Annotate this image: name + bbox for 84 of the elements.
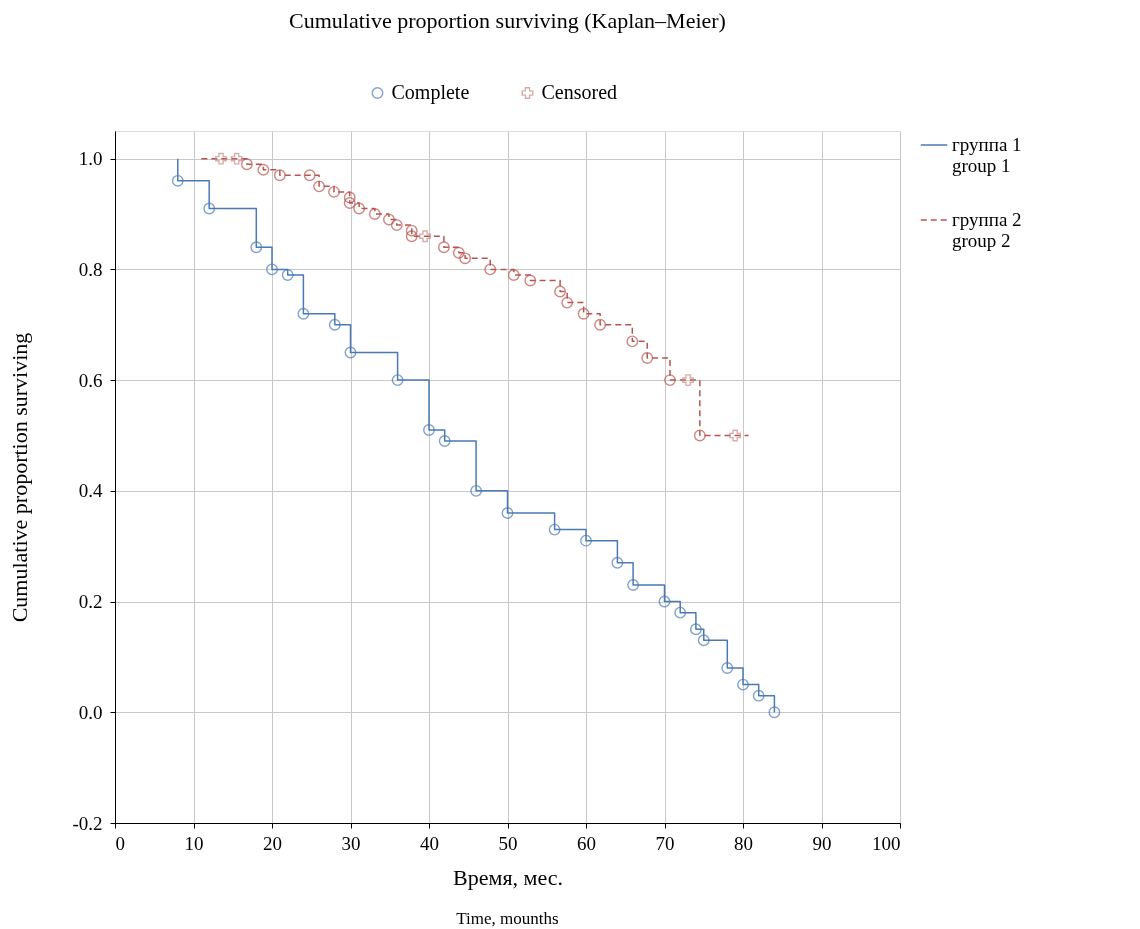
point <box>203 202 216 215</box>
point <box>548 523 561 536</box>
point <box>674 606 687 619</box>
point <box>577 307 590 320</box>
y-tick-label: 1.0 <box>78 148 103 170</box>
x-tick-label: 20 <box>263 832 282 854</box>
point <box>554 285 567 298</box>
point <box>693 429 706 442</box>
point <box>328 185 340 198</box>
point <box>171 174 184 187</box>
point <box>297 307 310 320</box>
point <box>230 152 243 165</box>
point <box>737 678 749 691</box>
text: Time, mounths <box>456 909 559 928</box>
x-tick-label: 50 <box>498 832 518 854</box>
point <box>561 296 574 309</box>
point <box>682 374 694 387</box>
point <box>452 246 465 259</box>
point <box>641 352 654 364</box>
x-tick-label: 10 <box>184 832 204 854</box>
point <box>470 484 483 497</box>
chart-title: Cumulative proportion surviving (Kaplan–Meier) <box>289 8 726 33</box>
x-tick-label: 90 <box>812 832 832 854</box>
point <box>697 634 710 647</box>
point <box>390 219 403 232</box>
point <box>343 191 356 204</box>
x-axis-title: Время, мес. <box>453 864 563 890</box>
point <box>580 534 592 547</box>
point <box>689 623 702 636</box>
y-tick-label: 0.8 <box>78 258 103 280</box>
y-tick-label: -0.2 <box>72 812 103 834</box>
point <box>405 224 418 237</box>
point <box>768 706 781 719</box>
point <box>250 241 263 254</box>
point <box>368 208 381 220</box>
point <box>215 152 227 165</box>
x-tick-label: 0 <box>115 832 125 854</box>
point <box>459 252 472 265</box>
point <box>383 213 395 226</box>
point <box>524 274 537 287</box>
y-tick-label: 0.2 <box>78 591 103 613</box>
x-tick-label: 80 <box>734 832 753 854</box>
point <box>484 263 497 276</box>
point <box>419 230 432 243</box>
x-tick-label: 40 <box>420 832 439 854</box>
point <box>328 318 341 331</box>
y-tick-label: 0.4 <box>78 480 103 502</box>
point <box>240 158 253 171</box>
point <box>729 429 742 442</box>
x-tick-label: 60 <box>577 832 596 854</box>
x-tick-label: 100 <box>872 832 901 854</box>
point <box>391 374 404 387</box>
point <box>437 241 450 254</box>
point <box>273 169 286 182</box>
point <box>343 197 356 209</box>
x-tick-label: 70 <box>655 832 675 854</box>
point <box>313 180 326 193</box>
legend-label: Complete <box>391 81 470 104</box>
point <box>423 424 435 436</box>
point <box>266 263 278 276</box>
x-tick-label: 30 <box>341 832 361 854</box>
point <box>303 169 316 182</box>
legend-label: группа 2 group 2 <box>952 209 1022 251</box>
y-tick-label: 0.6 <box>78 369 103 391</box>
point <box>257 163 270 176</box>
point <box>752 689 765 702</box>
point <box>721 662 734 674</box>
point <box>507 269 520 281</box>
point <box>626 335 639 348</box>
point <box>353 202 366 215</box>
y-tick-label: 0.0 <box>78 701 103 723</box>
point <box>664 374 676 387</box>
point <box>594 318 607 331</box>
y-axis-title: Cumulative proportion surviving <box>7 332 33 623</box>
point <box>438 435 451 447</box>
point <box>627 579 640 591</box>
point <box>658 595 671 608</box>
legend-label: Censored <box>541 81 618 103</box>
point <box>405 230 418 243</box>
point <box>501 507 514 519</box>
point <box>611 556 624 569</box>
point <box>344 346 357 359</box>
legend-label: группа 1 group 1 <box>952 134 1022 176</box>
point <box>281 269 294 281</box>
